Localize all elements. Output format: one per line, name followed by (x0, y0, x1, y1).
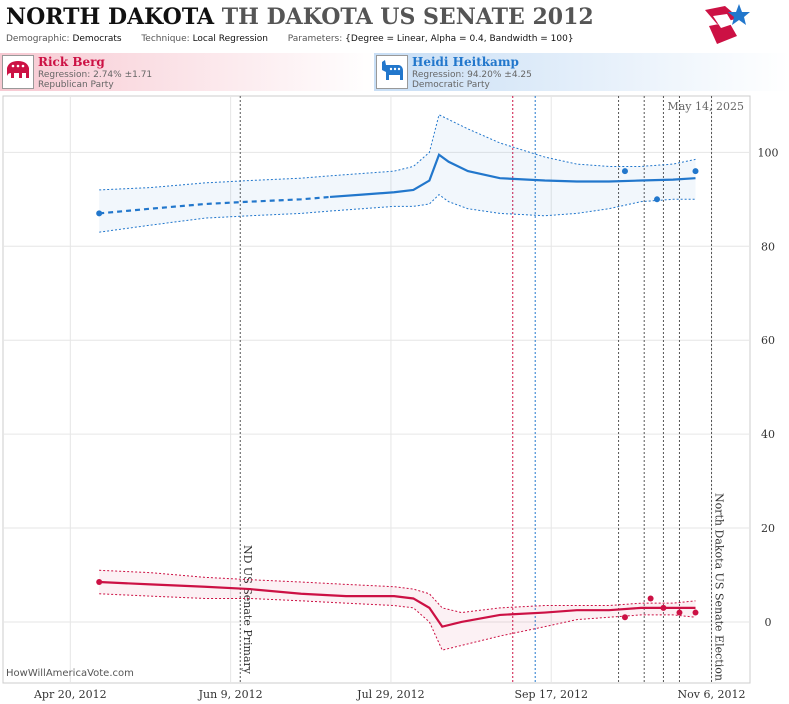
series-group (96, 569, 699, 651)
y-tick-label: 20 (761, 522, 775, 535)
poll-point (647, 595, 654, 602)
x-tick-label: Nov 6, 2012 (678, 688, 746, 701)
y-tick-label: 100 (758, 146, 779, 159)
poll-point (654, 196, 661, 203)
star-logo-icon[interactable] (703, 2, 751, 48)
poll-point (96, 210, 103, 217)
event-label: ND US Senate Primary (241, 545, 254, 675)
x-tick-label: Jun 9, 2012 (198, 688, 263, 701)
upper-bound-line (99, 569, 696, 614)
trend-line (99, 580, 696, 628)
candidate-party: Democratic Party (412, 80, 490, 90)
donkey-icon (376, 55, 408, 89)
race-title: TH DAKOTA US SENATE 2012 (221, 4, 594, 30)
lower-bound-line (99, 193, 696, 233)
trend-line-dashed (99, 195, 331, 215)
parameters-line: Demographic: Democrats Technique: Local … (6, 34, 574, 44)
poll-point (692, 609, 699, 616)
regression-chart: Apr 20, 2012 Jun 9, 2012 Jul 29, 2012 Sep 1… (2, 95, 779, 701)
page-title: NORTH DAKOTA TH DAKOTA US SENATE 2012 (6, 4, 594, 30)
candidate-name: Heidi Heitkamp (412, 55, 519, 69)
upper-bound-line (99, 114, 696, 191)
poll-point (676, 609, 683, 616)
event-label: North Dakota US Senate Election (713, 493, 726, 681)
y-tick-label: 40 (761, 428, 775, 441)
parameters-label: Parameters: (287, 34, 343, 44)
x-tick-label: Sep 17, 2012 (514, 688, 588, 701)
x-tick-label: Jul 29, 2012 (356, 688, 425, 701)
candidate-party: Republican Party (38, 80, 114, 90)
technique-label: Technique: (141, 34, 190, 44)
candidate-panel-republican: Rick Berg Regression: 2.74% ±1.71 Republ… (0, 53, 374, 91)
poll-point (692, 168, 699, 175)
y-tick-label: 60 (761, 334, 775, 347)
y-tick-label: 80 (761, 240, 775, 253)
x-tick-label: Apr 20, 2012 (33, 688, 107, 701)
confidence-band (99, 114, 696, 233)
parameters-value: {Degree = Linear, Alpha = 0.4, Bandwidth… (345, 34, 574, 44)
date-stamp: May 14, 2025 (667, 100, 744, 113)
state-title: NORTH DAKOTA (6, 4, 215, 30)
site-credit[interactable]: HowWillAmericaVote.com (6, 668, 134, 679)
poll-point (621, 168, 628, 175)
demographic-label: Demographic: (6, 34, 70, 44)
y-tick-label: 0 (765, 616, 772, 629)
candidate-panel-democratic: Heidi Heitkamp Regression: 94.20% ±4.25 … (374, 53, 789, 91)
candidate-regression: Regression: 94.20% ±4.25 (412, 70, 532, 80)
confidence-band (99, 570, 696, 651)
trend-line (329, 152, 696, 199)
poll-point (96, 579, 103, 586)
poll-point (621, 614, 628, 621)
poll-point (660, 604, 667, 611)
elephant-icon (2, 55, 34, 89)
series-group (96, 114, 699, 233)
demographic-value: Democrats (72, 34, 122, 44)
title-bar: NORTH DAKOTA TH DAKOTA US SENATE 2012 De… (0, 0, 789, 50)
candidate-name: Rick Berg (38, 55, 105, 69)
technique-value: Local Regression (192, 34, 268, 44)
candidate-regression: Regression: 2.74% ±1.71 (38, 70, 153, 80)
